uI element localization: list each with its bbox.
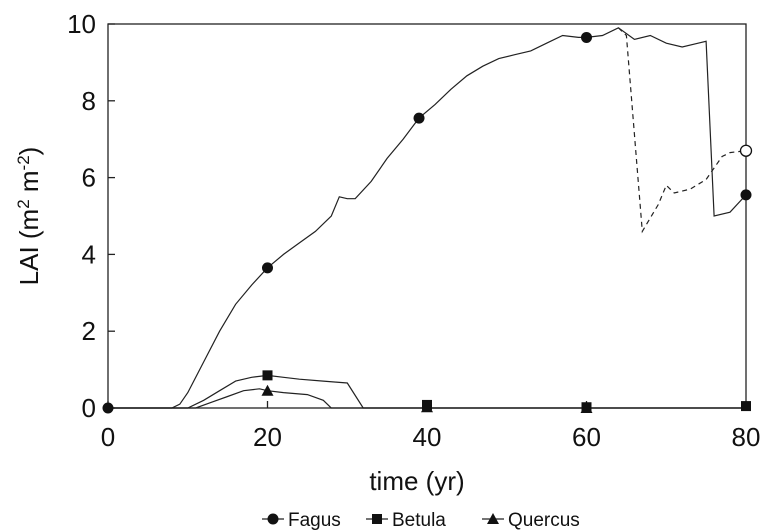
plot-frame (107, 23, 747, 409)
marker-fagus (413, 112, 425, 124)
marker-quercus (421, 401, 433, 413)
legend-marker-fagus (267, 513, 279, 525)
marker-betula (741, 401, 751, 412)
legend-label-betula: Betula (392, 510, 446, 531)
series-line-quercus (108, 388, 746, 409)
marker-fagus (262, 262, 273, 274)
y-axis-label-part: LAI (m (14, 209, 44, 286)
marker-alt-1 (739, 144, 753, 157)
y-axis-label-part: ) (14, 147, 44, 156)
x-tick-label: 20 (253, 422, 282, 452)
x-tick-label: 80 (732, 422, 761, 452)
marker-quercus (261, 384, 274, 396)
y-axis-label-part: -2 (14, 155, 33, 170)
x-tick-label: 60 (572, 422, 601, 452)
series-line-fagus (108, 27, 747, 409)
marker-fagus (102, 402, 114, 414)
y-tick-label: 2 (82, 316, 96, 346)
markers-group (102, 31, 753, 414)
marker-quercus (580, 402, 593, 413)
x-tick-label: 0 (101, 422, 115, 452)
x-tick-label: 40 (413, 422, 442, 452)
y-axis-label: LAI (m2 m-2) (14, 147, 44, 286)
marker-betula (262, 370, 273, 381)
legend-label-quercus: Quercus (508, 510, 580, 531)
y-tick-label: 10 (67, 9, 96, 39)
y-tick-label: 8 (82, 86, 96, 116)
marker-fagus (581, 31, 592, 43)
legend-marker-betula (372, 514, 382, 524)
marker-fagus (740, 189, 752, 201)
y-axis-label-part: 2 (14, 199, 33, 208)
x-axis-label: time (yr) (369, 466, 464, 496)
legend-label-fagus: Fagus (288, 510, 341, 531)
y-tick-label: 4 (82, 239, 96, 269)
y-tick-label: 0 (82, 393, 96, 423)
legend-marker-quercus (487, 513, 499, 524)
series-group (108, 27, 747, 409)
series-line-alt-1 (617, 27, 747, 234)
y-axis-label-part: m (14, 170, 44, 199)
y-tick-label: 6 (82, 163, 96, 193)
legend: Fagus Betula Quercus (262, 510, 580, 531)
